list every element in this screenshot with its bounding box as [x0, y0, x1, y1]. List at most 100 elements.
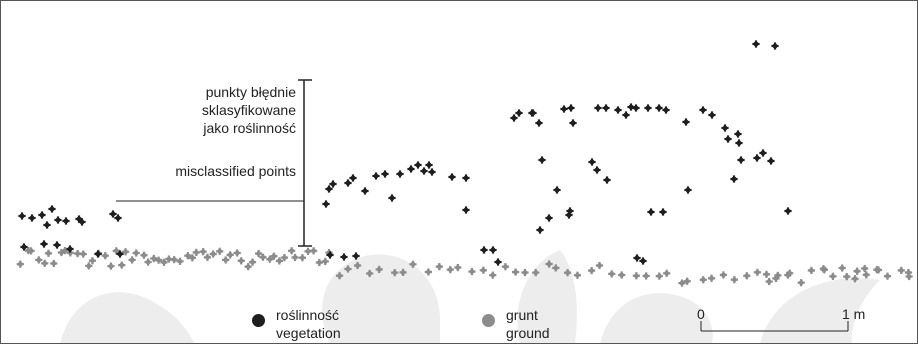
- ground-point: [853, 267, 861, 275]
- ground-point: [545, 260, 553, 268]
- vegetation-point: [94, 250, 102, 258]
- vegetation-point: [462, 174, 470, 182]
- ground-point: [468, 267, 476, 276]
- vegetation-point: [53, 241, 61, 249]
- vegetation-point: [325, 185, 333, 193]
- ground-point: [144, 258, 152, 266]
- vegetation-point: [448, 173, 456, 181]
- ground-point: [259, 253, 267, 261]
- vegetation-point: [62, 217, 70, 225]
- vegetation-point: [66, 245, 74, 253]
- vegetation-point: [627, 103, 635, 111]
- vegetation-point: [329, 180, 337, 188]
- ground-point: [446, 266, 454, 274]
- vegetation-point: [639, 257, 647, 265]
- ground-point: [101, 252, 109, 260]
- vegetation-point: [682, 118, 690, 126]
- ground-point: [309, 247, 318, 255]
- ground-point: [762, 270, 771, 278]
- ground-point: [155, 256, 163, 264]
- ground-point: [248, 258, 257, 266]
- vegetation-point: [480, 246, 488, 254]
- ground-point: [489, 271, 497, 279]
- vegetation-point: [326, 251, 334, 259]
- vegetation-point: [593, 166, 601, 174]
- ground-point: [280, 254, 289, 262]
- ground-point: [765, 277, 773, 286]
- vegetation-point: [771, 42, 779, 50]
- vegetation-legend-dot: [252, 314, 265, 327]
- ground-point: [85, 262, 93, 270]
- ground-point: [391, 269, 399, 277]
- vegetation-point: [699, 106, 707, 114]
- ground-point: [233, 249, 241, 257]
- ground-point: [663, 269, 671, 277]
- ground-point: [335, 272, 344, 280]
- vegetation-point: [566, 207, 574, 215]
- ground-point: [209, 250, 217, 258]
- legend-ground-en: ground: [506, 325, 550, 341]
- vegetation-point: [462, 206, 470, 214]
- vegetation-point: [420, 167, 428, 175]
- ground-point: [140, 251, 148, 259]
- ground-point: [44, 249, 53, 257]
- vegetation-point: [515, 109, 523, 117]
- ground-point: [595, 261, 604, 270]
- ground-point: [897, 266, 905, 275]
- ground-point: [199, 248, 207, 256]
- ground-point: [479, 266, 487, 274]
- ground-point: [170, 256, 178, 264]
- ground-point: [532, 269, 540, 277]
- vegetation-point: [48, 205, 56, 213]
- ground-point: [118, 261, 126, 269]
- ground-point: [226, 251, 234, 259]
- ground-point: [642, 272, 650, 280]
- vegetation-point: [753, 154, 761, 162]
- vegetation-point: [414, 161, 422, 169]
- ground-point: [275, 257, 283, 265]
- ground-point: [244, 263, 252, 271]
- vegetation-point: [43, 221, 51, 229]
- vegetation-point: [708, 111, 716, 119]
- vegetation-point: [737, 156, 745, 164]
- vegetation-point: [767, 157, 775, 165]
- vegetation-point: [114, 214, 122, 222]
- misclassified-bracket: [116, 79, 312, 247]
- ground-point: [655, 272, 663, 280]
- ground-point: [678, 279, 686, 287]
- vegetation-point: [759, 149, 767, 157]
- vegetation-point: [361, 187, 369, 195]
- ground-point: [27, 247, 35, 255]
- ground-point: [861, 264, 869, 273]
- vegetation-point: [644, 104, 652, 112]
- ground-point: [176, 257, 184, 265]
- legend-vegetation-pl: roślinność: [276, 307, 340, 323]
- ground-point: [112, 247, 120, 255]
- ground-point: [399, 268, 407, 276]
- ground-point: [375, 265, 383, 274]
- vegetation-point: [632, 104, 640, 112]
- ground-point: [753, 268, 762, 276]
- vegetation-point: [529, 109, 537, 117]
- vegetation-point: [322, 200, 330, 208]
- ground-point: [73, 249, 82, 258]
- ground-point: [298, 254, 307, 262]
- vegetation-point: [724, 135, 732, 143]
- vegetation-point: [588, 158, 596, 166]
- ground-point: [786, 269, 794, 277]
- vegetation-point: [344, 179, 352, 187]
- vegetation-point: [734, 130, 742, 138]
- vegetation-point: [784, 207, 792, 215]
- ground-point: [304, 247, 312, 255]
- ground-point: [435, 263, 443, 271]
- scale-label-start: 0: [697, 306, 705, 322]
- ground-point: [683, 277, 691, 285]
- ground-point: [424, 268, 432, 276]
- vegetation-point: [75, 215, 83, 223]
- vegetation-point: [752, 40, 760, 48]
- ground-point: [50, 259, 58, 268]
- scale-bar: [700, 321, 849, 332]
- vegetation-point: [594, 104, 602, 112]
- ground-point: [266, 255, 274, 263]
- ground-point: [270, 252, 278, 260]
